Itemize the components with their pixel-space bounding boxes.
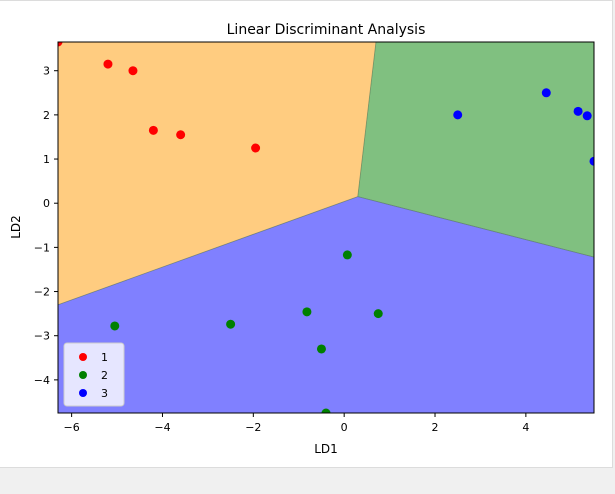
point-class-3 — [453, 110, 463, 120]
y-axis-label: LD2 — [9, 215, 23, 239]
point-class-1 — [128, 66, 138, 76]
legend-box — [63, 342, 125, 407]
point-class-3 — [582, 111, 592, 121]
y-tick-label: 0 — [43, 197, 50, 210]
region-class-3 — [58, 196, 594, 413]
decision-boundary-1 — [357, 42, 377, 197]
legend-marker-3 — [79, 389, 87, 397]
legend-label-1: 1 — [101, 351, 108, 364]
region-class-1 — [58, 42, 376, 305]
x-tick-label: 4 — [522, 421, 529, 434]
point-class-2 — [226, 319, 236, 329]
x-axis: −6 −4 −2 0 2 4 — [64, 413, 529, 434]
point-class-2 — [321, 408, 331, 413]
x-tick-label: 0 — [341, 421, 348, 434]
point-class-1 — [148, 125, 158, 135]
x-tick-label: −2 — [245, 421, 261, 434]
decision-regions — [58, 42, 594, 413]
y-tick-label: 1 — [43, 153, 50, 166]
point-class-2 — [110, 321, 120, 331]
x-tick-label: −6 — [64, 421, 80, 434]
data-points — [58, 42, 594, 413]
legend: 1 2 3 — [63, 342, 125, 407]
x-tick-label: −4 — [154, 421, 170, 434]
y-tick-label: 2 — [43, 109, 50, 122]
x-axis-label: LD1 — [314, 442, 338, 456]
point-class-2 — [316, 344, 326, 354]
legend-label-2: 2 — [101, 369, 108, 382]
y-tick-label: −3 — [34, 330, 50, 343]
y-tick-label: −2 — [34, 286, 50, 299]
legend-marker-2 — [79, 371, 87, 379]
legend-label-3: 3 — [101, 387, 108, 400]
point-class-1 — [176, 130, 186, 140]
point-class-2 — [302, 307, 312, 317]
decision-boundary-3 — [357, 196, 594, 258]
y-tick-label: −4 — [34, 374, 50, 387]
region-class-2 — [357, 42, 594, 258]
point-class-3 — [541, 88, 551, 98]
y-tick-label: −1 — [34, 241, 50, 254]
lda-chart: Linear Discriminant Analysis −6 −4 −2 0 2 4 −… — [9, 22, 595, 456]
point-class-3 — [573, 106, 583, 116]
point-class-1 — [103, 59, 113, 69]
y-tick-label: 3 — [43, 65, 50, 78]
chart-title: Linear Discriminant Analysis — [227, 22, 426, 38]
x-tick-label: 2 — [432, 421, 439, 434]
y-axis: −4 −3 −2 −1 0 1 2 3 — [34, 65, 58, 387]
point-class-2 — [373, 309, 383, 319]
point-class-1 — [251, 143, 261, 153]
point-class-1 — [58, 42, 63, 47]
output-cell: Linear Discriminant Analysis −6 −4 −2 0 2 4 −… — [0, 0, 613, 468]
point-class-3 — [589, 156, 594, 166]
plot-frame — [57, 41, 595, 414]
legend-marker-1 — [79, 353, 87, 361]
point-class-2 — [342, 250, 352, 260]
decision-boundary-2 — [58, 196, 358, 306]
